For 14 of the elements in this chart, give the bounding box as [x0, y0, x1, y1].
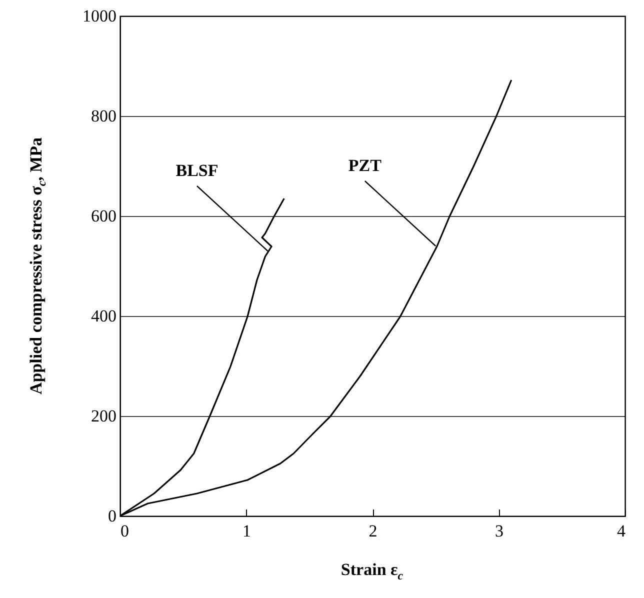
x-tick-label: 2	[368, 522, 378, 540]
y-tick-label: 200	[91, 406, 116, 426]
x-tick-label: 0	[120, 522, 129, 540]
x-tick-label: 3	[495, 522, 504, 540]
y-tick-label: 600	[91, 206, 116, 226]
x-tick-label: 4	[617, 522, 626, 540]
annotation: BLSF	[176, 161, 218, 180]
x-tick-label: 1	[242, 522, 251, 540]
annotation: PZT	[348, 156, 382, 175]
x-axis-title: Strain ε$_{c}$	[340, 560, 404, 584]
y-tick-label: 0	[108, 506, 116, 526]
y-tick-label: 800	[91, 106, 116, 126]
y-tick-label: 400	[91, 306, 116, 326]
y-tick-label: 1000	[82, 6, 116, 26]
